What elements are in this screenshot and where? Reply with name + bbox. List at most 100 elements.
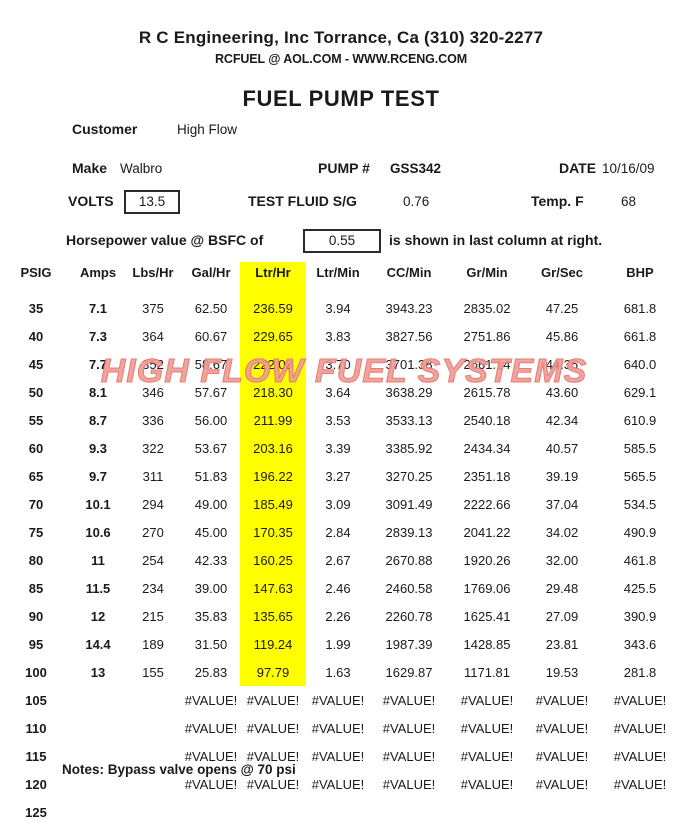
cell-grmin: #VALUE! bbox=[460, 748, 514, 764]
cell-amps: 11.5 bbox=[85, 580, 111, 596]
cell-grmin: #VALUE! bbox=[460, 776, 514, 792]
cell-grmin: 1920.26 bbox=[463, 552, 511, 568]
cell-gal: #VALUE! bbox=[184, 776, 238, 792]
pump-number-value: GSS342 bbox=[390, 161, 442, 176]
cell-ltrmin: 3.39 bbox=[325, 440, 351, 456]
cell-ltrmin: #VALUE! bbox=[311, 692, 365, 708]
cell-amps bbox=[72, 714, 124, 742]
cell-ccmin: 3385.92 bbox=[385, 440, 433, 456]
cell-grsec: 43.60 bbox=[545, 384, 579, 400]
cell-amps: 10.1 bbox=[85, 496, 111, 512]
cell-lbs: 294 bbox=[142, 496, 164, 512]
cell-lbs bbox=[124, 770, 182, 798]
cell-lbs bbox=[124, 714, 182, 742]
fuel-pump-test-table: PSIG Amps Lbs/Hr Gal/Hr Ltr/Hr Ltr/Min CC/Min G… bbox=[0, 262, 682, 826]
cell-grmin: 2434.34 bbox=[463, 440, 511, 456]
cell-ltrhr: 203.16 bbox=[240, 434, 306, 462]
bsfc-field[interactable]: 0.55 bbox=[303, 229, 381, 253]
cell-psig: 35 bbox=[28, 300, 44, 316]
cell-ccmin: 3638.29 bbox=[385, 384, 433, 400]
cell-psig: 45 bbox=[28, 356, 44, 372]
cell-lbs: 189 bbox=[142, 636, 164, 652]
cell-psig: 55 bbox=[28, 412, 44, 428]
cell-grsec: 37.04 bbox=[545, 496, 579, 512]
cell-grsec: 27.09 bbox=[545, 608, 579, 624]
cell-gal bbox=[182, 798, 240, 826]
table-row: 95 14.4 189 31.50 119.24 1.99 1987.39 1428.85 23… bbox=[0, 630, 682, 658]
cell-gal: 31.50 bbox=[194, 636, 228, 652]
volts-field[interactable]: 13.5 bbox=[124, 190, 180, 214]
table-row: 115 #VALUE! #VALUE! #VALUE! #VALUE! #VALUE! #V… bbox=[0, 742, 682, 770]
table-row: 45 7.7 352 58.67 222.08 3.70 3701.38 2661.14 44.… bbox=[0, 350, 682, 378]
cell-lbs: 155 bbox=[142, 664, 164, 680]
cell-grmin: 1171.81 bbox=[463, 664, 511, 680]
cell-bhp: 461.8 bbox=[623, 552, 657, 568]
cell-bhp: 585.5 bbox=[623, 440, 657, 456]
table-row: 110 #VALUE! #VALUE! #VALUE! #VALUE! #VALUE! #V… bbox=[0, 714, 682, 742]
cell-amps bbox=[72, 770, 124, 798]
column-header-cc-min: CC/Min bbox=[386, 265, 432, 280]
table-row: 40 7.3 364 60.67 229.65 3.83 3827.56 2751.86 45.… bbox=[0, 322, 682, 350]
cell-ccmin: #VALUE! bbox=[382, 692, 436, 708]
cell-amps: 7.1 bbox=[88, 300, 108, 316]
cell-psig: 75 bbox=[28, 524, 44, 540]
cell-psig: 50 bbox=[28, 384, 44, 400]
cell-bhp: #VALUE! bbox=[613, 776, 667, 792]
test-fluid-value: 0.76 bbox=[403, 194, 430, 209]
cell-grsec: #VALUE! bbox=[535, 692, 589, 708]
table-row: 85 11.5 234 39.00 147.63 2.46 2460.58 1769.06 29… bbox=[0, 574, 682, 602]
cell-grmin: 1428.85 bbox=[463, 636, 511, 652]
cell-gal: 53.67 bbox=[194, 440, 228, 456]
cell-amps: 8.7 bbox=[88, 412, 108, 428]
cell-grmin: 2222.66 bbox=[463, 496, 511, 512]
cell-lbs: 322 bbox=[142, 440, 164, 456]
cell-grsec: #VALUE! bbox=[535, 748, 589, 764]
cell-grsec: 34.02 bbox=[545, 524, 579, 540]
cell-grmin: 2540.18 bbox=[463, 412, 511, 428]
cell-psig: 85 bbox=[28, 580, 44, 596]
test-fluid-label: TEST FLUID S/G bbox=[248, 193, 357, 209]
table-row: 50 8.1 346 57.67 218.30 3.64 3638.29 2615.78 43.… bbox=[0, 378, 682, 406]
cell-ccmin: 1629.87 bbox=[385, 664, 433, 680]
cell-gal: 42.33 bbox=[194, 552, 228, 568]
cell-grmin: 1625.41 bbox=[463, 608, 511, 624]
column-header-psig: PSIG bbox=[20, 265, 52, 280]
column-header-ltr-min: Ltr/Min bbox=[316, 265, 360, 280]
cell-grmin bbox=[448, 798, 526, 826]
cell-psig: 95 bbox=[28, 636, 44, 652]
cell-grsec: 44.35 bbox=[545, 356, 579, 372]
cell-bhp: 629.1 bbox=[623, 384, 657, 400]
make-value: Walbro bbox=[120, 161, 163, 176]
cell-ccmin: 1987.39 bbox=[385, 636, 433, 652]
table-row: 120 #VALUE! #VALUE! #VALUE! #VALUE! #VALUE! #V… bbox=[0, 770, 682, 798]
cell-ltrhr: 222.08 bbox=[240, 350, 306, 378]
cell-bhp: 534.5 bbox=[623, 496, 657, 512]
cell-psig: 110 bbox=[25, 720, 47, 736]
customer-value: High Flow bbox=[177, 122, 238, 137]
cell-ltrmin: #VALUE! bbox=[311, 748, 365, 764]
cell-ccmin: 2460.58 bbox=[385, 580, 433, 596]
table-header-row: PSIG Amps Lbs/Hr Gal/Hr Ltr/Hr Ltr/Min CC/Min G… bbox=[0, 262, 682, 294]
cell-gal: #VALUE! bbox=[184, 692, 238, 708]
date-label: DATE bbox=[559, 160, 597, 176]
cell-ltrhr: 218.30 bbox=[240, 378, 306, 406]
cell-grmin: 2041.22 bbox=[463, 524, 511, 540]
cell-ltrhr: 229.65 bbox=[240, 322, 306, 350]
cell-gal: 51.83 bbox=[194, 468, 228, 484]
cell-gal: 60.67 bbox=[194, 328, 228, 344]
cell-lbs: 234 bbox=[142, 580, 164, 596]
cell-gal: 49.00 bbox=[194, 496, 228, 512]
cell-bhp: 425.5 bbox=[623, 580, 657, 596]
cell-ltrmin: 1.99 bbox=[325, 636, 351, 652]
cell-ccmin: #VALUE! bbox=[382, 720, 436, 736]
cell-grsec: 42.34 bbox=[545, 412, 579, 428]
cell-ltrhr: 196.22 bbox=[240, 462, 306, 490]
cell-psig: 70 bbox=[28, 496, 44, 512]
cell-lbs: 215 bbox=[142, 608, 164, 624]
cell-psig: 125 bbox=[25, 804, 47, 820]
cell-grsec: 40.57 bbox=[545, 440, 579, 456]
cell-ltrhr: 185.49 bbox=[240, 490, 306, 518]
cell-lbs: 311 bbox=[142, 468, 164, 484]
column-header-gr-sec: Gr/Sec bbox=[541, 265, 583, 280]
cell-bhp: 610.9 bbox=[623, 412, 657, 428]
